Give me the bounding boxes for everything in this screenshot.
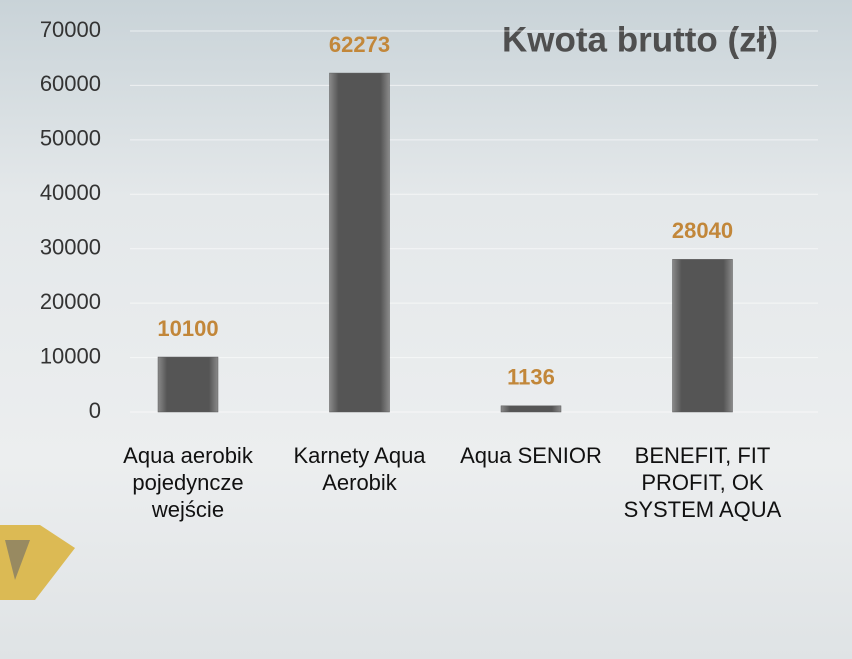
y-tick-label: 30000 xyxy=(40,235,101,260)
y-tick-label: 40000 xyxy=(40,180,101,205)
x-tick-label: Karnety Aqua Aerobik xyxy=(293,443,426,495)
y-tick-label: 20000 xyxy=(40,289,101,314)
data-label: 62273 xyxy=(329,32,390,57)
y-tick-label: 60000 xyxy=(40,71,101,96)
x-tick-label: Aqua aerobik pojedyncze wejście xyxy=(123,443,253,522)
y-tick-label: 0 xyxy=(89,398,101,423)
data-label: 1136 xyxy=(507,365,555,390)
bar xyxy=(672,259,733,413)
logo xyxy=(5,540,30,580)
y-tick-label: 70000 xyxy=(40,17,101,42)
y-tick-label: 50000 xyxy=(40,126,101,151)
bar xyxy=(329,72,390,413)
data-label: 10100 xyxy=(157,316,218,341)
data-label: 28040 xyxy=(672,218,733,243)
x-tick-label: Aqua SENIOR xyxy=(460,443,602,468)
x-tick-label: BENEFIT, FIT PROFIT, OK SYSTEM AQUA xyxy=(623,443,782,522)
y-tick-label: 10000 xyxy=(40,343,101,368)
chart-title: Kwota brutto (zł) xyxy=(502,20,778,59)
bar xyxy=(500,405,562,413)
bar xyxy=(157,356,219,413)
